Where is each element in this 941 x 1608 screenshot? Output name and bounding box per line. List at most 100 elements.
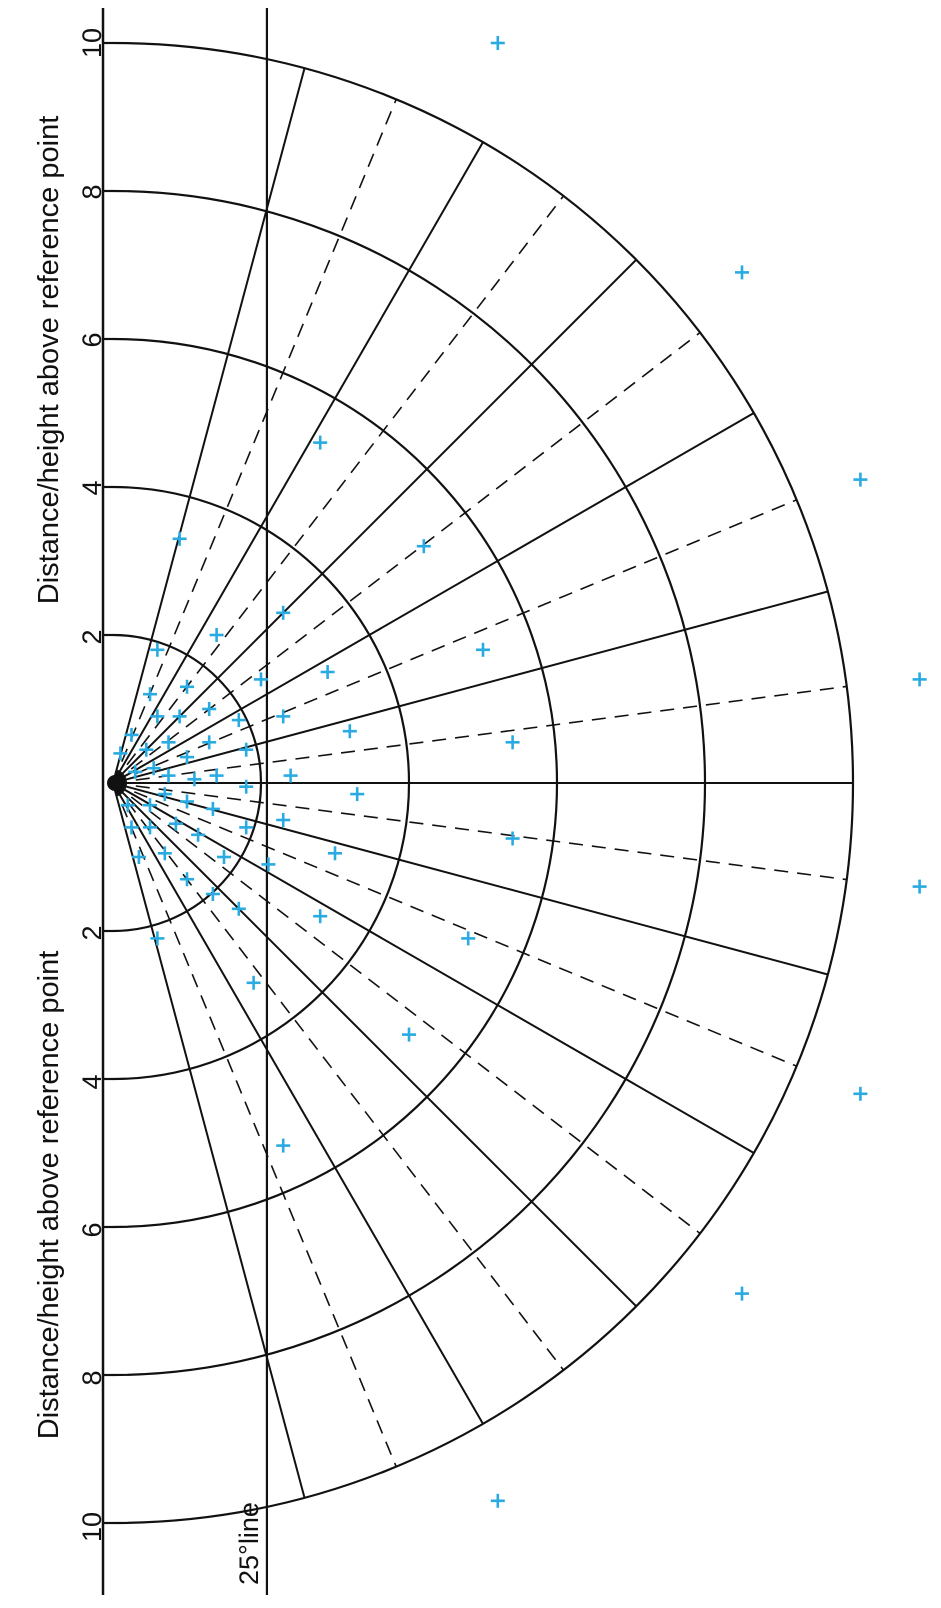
- data-point-46: [205, 801, 220, 816]
- data-point-56: [168, 816, 183, 831]
- radial-line-dashed: [112, 195, 565, 784]
- data-point-38: [239, 820, 254, 835]
- data-point-31: [231, 901, 246, 916]
- data-point-47: [191, 827, 206, 842]
- data-point-41: [143, 687, 157, 702]
- data-point-25: [209, 628, 224, 642]
- data-point-3: [912, 672, 927, 687]
- data-point-19: [350, 787, 365, 802]
- data-point-7: [490, 1493, 505, 1508]
- data-point-42: [150, 709, 165, 724]
- radial-line-dashed: [112, 782, 397, 1467]
- data-point-32: [150, 931, 165, 946]
- data-point-10: [476, 642, 490, 657]
- data-point-60: [128, 764, 143, 779]
- data-point-52: [161, 735, 176, 750]
- axis-label-lower: Distance/height above reference point: [33, 951, 65, 1439]
- line-25-label: 25°line: [234, 1502, 264, 1585]
- data-point-8: [313, 435, 328, 450]
- data-point-55: [180, 794, 194, 809]
- radial-line-dashed: [112, 499, 797, 784]
- data-point-13: [461, 931, 476, 946]
- tick-label-upper-4: 4: [77, 480, 107, 495]
- data-point-5: [853, 1086, 868, 1101]
- data-point-65: [120, 798, 135, 813]
- data-point-39: [217, 850, 231, 864]
- data-point-58: [124, 820, 139, 835]
- data-point-24: [150, 642, 165, 657]
- origin-marker: [107, 775, 123, 791]
- radial-line-solid: [112, 782, 484, 1425]
- tick-label-lower-10: 10: [77, 1512, 107, 1542]
- data-point-51: [139, 742, 154, 757]
- axis-label-upper: Distance/height above reference point: [33, 116, 65, 604]
- radial-line-dashed: [112, 782, 797, 1067]
- data-point-64: [143, 798, 157, 813]
- data-point-50: [124, 727, 139, 742]
- data-point-45: [209, 768, 224, 783]
- tick-label-lower-4: 4: [77, 1074, 107, 1089]
- radial-line-solid: [112, 141, 484, 784]
- data-point-1: [735, 265, 749, 280]
- data-point-66: [205, 887, 220, 901]
- points-layer: [113, 36, 927, 1508]
- data-point-11: [505, 735, 520, 750]
- radial-line-solid: [112, 590, 829, 784]
- tick-label-upper-6: 6: [77, 332, 107, 347]
- data-point-28: [283, 768, 298, 783]
- data-point-18: [342, 724, 357, 739]
- data-point-15: [276, 1138, 291, 1153]
- data-point-34: [202, 702, 217, 716]
- data-point-6: [735, 1286, 749, 1301]
- radial-line-dashed: [112, 685, 847, 784]
- tick-label-upper-8: 8: [77, 184, 107, 199]
- data-point-63: [157, 787, 172, 802]
- radial-line-solid: [112, 782, 637, 1307]
- data-point-59: [113, 746, 128, 761]
- radial-line-solid: [112, 782, 306, 1499]
- data-point-48: [157, 846, 172, 861]
- data-point-57: [143, 820, 157, 835]
- radial-line-dashed: [112, 331, 701, 784]
- data-point-0: [490, 36, 505, 50]
- data-point-62: [161, 768, 176, 783]
- data-point-49: [131, 850, 146, 864]
- data-point-44: [202, 735, 217, 750]
- data-point-61: [146, 761, 161, 776]
- data-point-36: [239, 742, 254, 757]
- data-point-14: [402, 1027, 416, 1042]
- data-point-27: [276, 709, 291, 724]
- data-point-29: [276, 813, 291, 827]
- tick-label-lower-2: 2: [77, 925, 107, 940]
- data-point-54: [187, 772, 202, 787]
- data-point-40: [180, 872, 194, 887]
- data-point-17: [320, 665, 335, 679]
- data-point-20: [328, 846, 342, 861]
- data-point-23: [172, 531, 187, 546]
- tick-label-upper-10: 10: [77, 28, 107, 58]
- tick-label-lower-6: 6: [77, 1222, 107, 1237]
- data-point-2: [853, 472, 868, 487]
- radial-line-dashed: [112, 782, 847, 881]
- data-point-37: [239, 779, 254, 794]
- data-point-30: [261, 857, 276, 872]
- tick-label-lower-8: 8: [77, 1370, 107, 1385]
- radial-line-solid: [112, 782, 755, 1154]
- radial-line-solid: [112, 67, 306, 784]
- data-point-35: [231, 713, 246, 728]
- data-point-21: [313, 909, 328, 924]
- data-point-33: [180, 679, 194, 694]
- radial-line-solid: [112, 259, 637, 784]
- data-point-12: [505, 831, 520, 846]
- data-point-26: [254, 672, 268, 687]
- tick-label-upper-2: 2: [77, 629, 107, 644]
- data-point-43: [172, 709, 187, 724]
- radial-line-dashed: [112, 99, 397, 784]
- radial-line-dashed: [112, 782, 701, 1235]
- radial-line-dashed: [112, 782, 565, 1371]
- grid-layer: [101, 8, 855, 1595]
- data-point-53: [180, 750, 194, 765]
- radial-line-solid: [112, 412, 755, 784]
